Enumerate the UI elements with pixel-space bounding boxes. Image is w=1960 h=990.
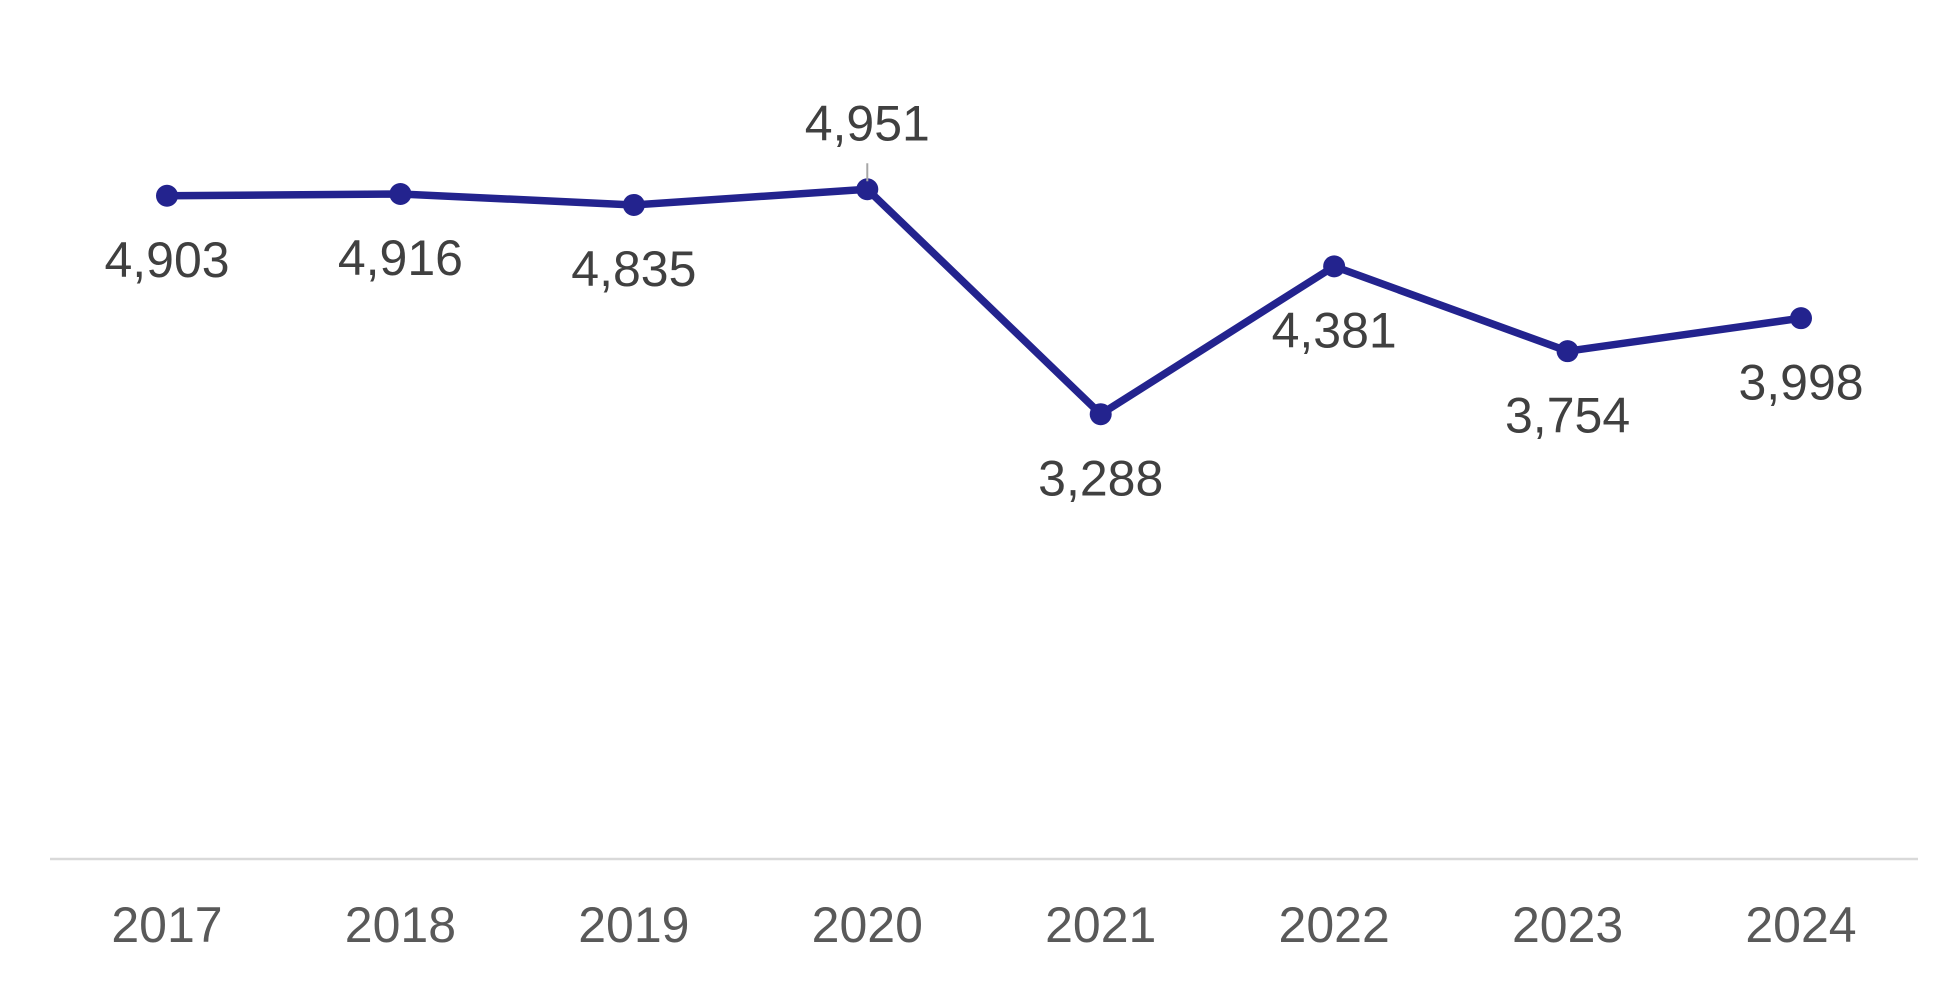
series-line <box>166 185 1802 418</box>
data-point <box>856 178 879 201</box>
data-point <box>1556 340 1579 363</box>
x-tick-label: 2021 <box>1045 897 1156 953</box>
value-label: 3,998 <box>1738 354 1863 410</box>
value-label: 4,381 <box>1272 303 1397 359</box>
value-label: 3,288 <box>1038 450 1163 506</box>
value-label: 4,951 <box>805 95 930 151</box>
x-tick-label: 2020 <box>812 897 923 953</box>
data-point <box>389 182 412 205</box>
x-tick-label: 2019 <box>578 897 689 953</box>
value-label: 4,916 <box>338 230 463 286</box>
data-point <box>1790 307 1812 330</box>
data-point <box>156 184 178 207</box>
value-label: 3,754 <box>1505 387 1630 443</box>
x-tick-label: 2022 <box>1279 897 1390 953</box>
value-label: 4,835 <box>571 241 696 297</box>
data-point <box>622 193 645 216</box>
x-tick-label: 2017 <box>111 897 222 953</box>
value-label: 4,903 <box>104 232 229 288</box>
data-point <box>1089 403 1112 426</box>
x-tick-label: 2024 <box>1745 897 1856 953</box>
x-tick-label: 2023 <box>1512 897 1623 953</box>
x-tick-label: 2018 <box>345 897 456 953</box>
data-point <box>1323 255 1346 278</box>
